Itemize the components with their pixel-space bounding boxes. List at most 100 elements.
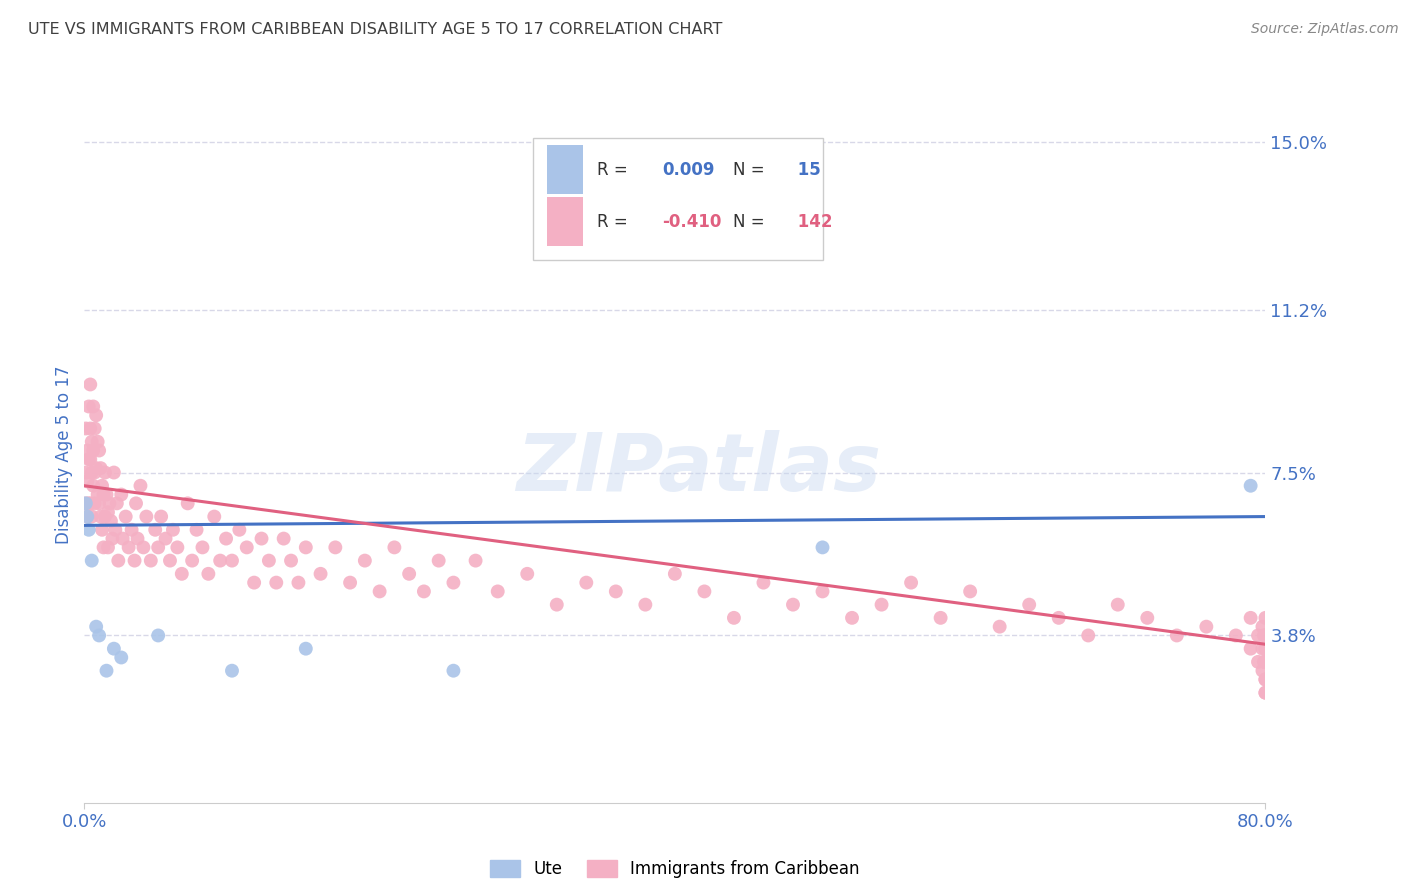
Text: R =: R = (598, 213, 633, 231)
Text: -0.410: -0.410 (662, 213, 721, 231)
Point (132, 541, 155, 555)
Point (94, 466, 117, 480)
Point (841, 611, 863, 625)
Point (75, 466, 97, 480)
Point (1254, 686, 1277, 700)
Point (181, 553, 204, 567)
Point (221, 664, 243, 678)
Point (1166, 628, 1188, 642)
Point (486, 584, 509, 599)
Point (82, 479, 104, 493)
Point (87, 496, 111, 510)
Point (398, 566, 420, 581)
Point (84, 620, 107, 634)
Point (80, 466, 103, 480)
Point (79, 377, 101, 392)
Point (1253, 655, 1275, 669)
Point (664, 566, 686, 581)
Point (1254, 628, 1277, 642)
Text: N =: N = (733, 213, 769, 231)
Text: R =: R = (598, 161, 633, 178)
Point (1018, 598, 1040, 612)
Point (1254, 655, 1277, 669)
FancyBboxPatch shape (547, 145, 582, 194)
Point (97, 541, 120, 555)
Point (235, 541, 259, 555)
Point (90, 461, 112, 475)
Point (104, 523, 127, 537)
Point (516, 566, 538, 581)
Point (79, 421, 101, 435)
Point (111, 532, 134, 546)
Point (546, 598, 568, 612)
Point (96, 487, 118, 501)
Point (114, 509, 136, 524)
Point (464, 553, 486, 567)
Point (82, 400, 104, 414)
Point (127, 532, 149, 546)
Point (148, 628, 170, 642)
Point (143, 523, 166, 537)
Point (1251, 620, 1274, 634)
Point (202, 509, 225, 524)
Point (900, 575, 922, 590)
Point (988, 620, 1011, 634)
Point (79, 496, 101, 510)
Point (93, 487, 115, 501)
FancyBboxPatch shape (547, 197, 582, 246)
Point (82, 443, 104, 458)
Point (1254, 628, 1277, 642)
Point (441, 575, 464, 590)
Point (575, 575, 598, 590)
Point (752, 575, 775, 590)
Point (101, 532, 124, 546)
Point (83, 466, 105, 480)
Point (77, 496, 100, 510)
Point (1240, 611, 1263, 625)
Point (1254, 641, 1277, 656)
Point (77, 452, 100, 467)
Point (80, 509, 103, 524)
Point (1136, 611, 1159, 625)
Text: 15: 15 (792, 161, 821, 178)
Point (1251, 664, 1274, 678)
Point (118, 541, 141, 555)
Point (1240, 479, 1263, 493)
FancyBboxPatch shape (533, 138, 823, 260)
Point (75, 496, 97, 510)
Point (148, 541, 170, 555)
Point (228, 523, 250, 537)
Point (368, 584, 391, 599)
Point (159, 553, 181, 567)
Point (1254, 673, 1277, 687)
Text: Source: ZipAtlas.com: Source: ZipAtlas.com (1251, 22, 1399, 37)
Point (959, 584, 981, 599)
Point (221, 553, 243, 567)
Point (75, 421, 97, 435)
Point (177, 496, 200, 510)
Point (354, 553, 377, 567)
Point (605, 584, 627, 599)
Point (83, 421, 105, 435)
Point (110, 487, 132, 501)
Point (929, 611, 952, 625)
Point (76, 509, 98, 524)
Point (103, 641, 125, 656)
Point (129, 479, 152, 493)
Point (1047, 611, 1070, 625)
Point (427, 553, 450, 567)
Point (91, 479, 114, 493)
Point (77, 523, 100, 537)
Point (135, 509, 157, 524)
Point (441, 664, 464, 678)
Point (83, 496, 105, 510)
Point (215, 532, 238, 546)
Point (323, 541, 347, 555)
Point (197, 566, 219, 581)
Point (79, 452, 101, 467)
Point (86, 487, 108, 501)
Point (287, 575, 309, 590)
Point (295, 641, 318, 656)
Point (1254, 655, 1277, 669)
Point (811, 584, 834, 599)
